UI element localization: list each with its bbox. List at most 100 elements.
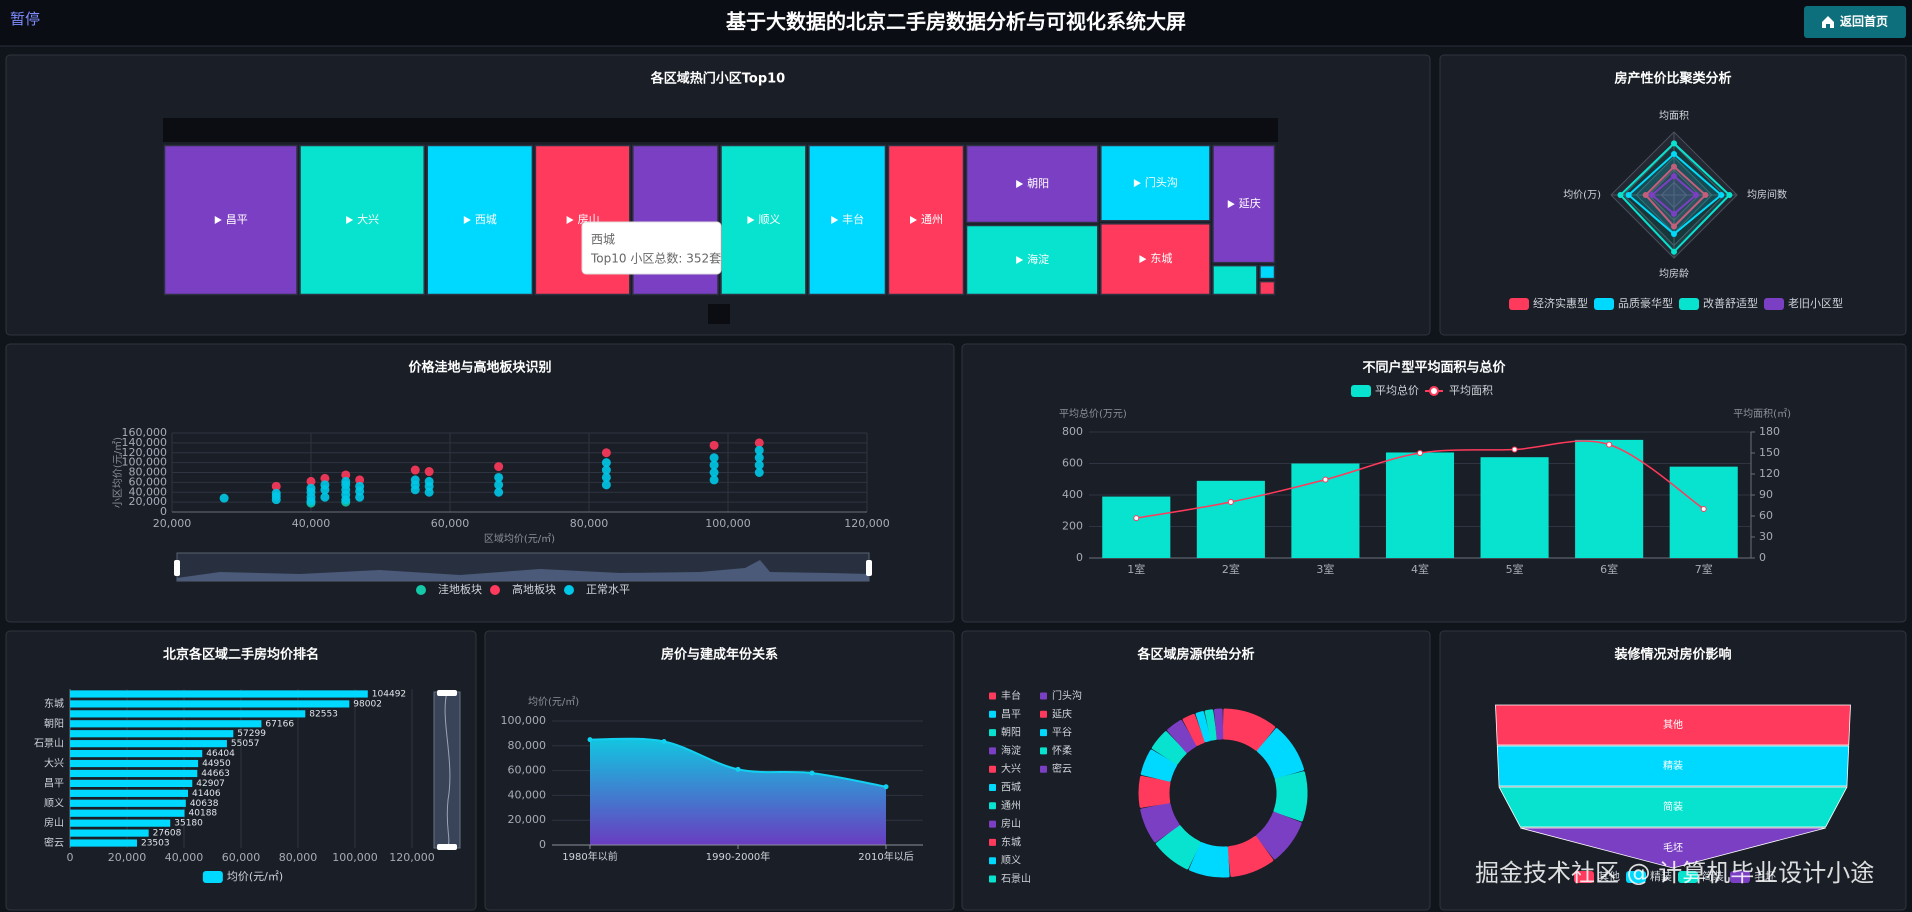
treemap-cell — [965, 144, 1099, 224]
donut-segment — [1167, 719, 1197, 753]
data-zoom-handle — [174, 560, 180, 576]
bar — [70, 700, 350, 708]
legend-symbol — [1351, 385, 1371, 397]
y-tick-label: 100,000 — [501, 714, 547, 727]
treemap-arrow — [831, 216, 839, 224]
x-tick-label: 6室 — [1600, 562, 1618, 576]
legend-label: 平均面积 — [1449, 384, 1493, 397]
legend-symbol — [1040, 692, 1047, 700]
x-tick-label: 120,000 — [389, 851, 435, 864]
treemap-cell — [1259, 264, 1276, 280]
treemap-label: 顺义 — [758, 213, 780, 226]
legend-symbol — [989, 784, 996, 791]
x-tick-label: 80,000 — [279, 851, 318, 864]
page-title: 基于大数据的北京二手房数据分析与可视化系统大屏 — [726, 10, 1186, 34]
legend-label: 丰台 — [1001, 689, 1021, 702]
funnel-layer — [1495, 704, 1851, 746]
legend-symbol — [989, 692, 996, 700]
pause-button[interactable]: 暂停 — [10, 10, 40, 28]
y-tick-label: 0 — [1076, 551, 1083, 564]
treemap-arrow — [909, 216, 917, 224]
scatter-point — [219, 493, 229, 503]
treemap-label: 东城 — [1150, 252, 1172, 265]
treemap-label: 通州 — [921, 213, 943, 226]
y2-tick-label: 150 — [1759, 446, 1780, 459]
scatter-point — [320, 473, 330, 483]
treemap-arrow — [1016, 256, 1024, 264]
x-tick-label: 1室 — [1127, 562, 1145, 576]
tooltip-title: 西城 — [591, 233, 615, 247]
radar-indicator: 均面积 — [1659, 110, 1689, 122]
legend-symbol — [989, 838, 996, 846]
breadcrumb — [708, 304, 730, 324]
legend-label: 毛坯 — [1754, 870, 1776, 883]
value-label: 67166 — [265, 719, 294, 729]
bar — [1196, 480, 1265, 558]
treemap-label: 丰台 — [842, 212, 864, 226]
value-label: 57299 — [237, 729, 266, 739]
bar — [70, 799, 186, 807]
home-button[interactable] — [1804, 6, 1906, 38]
funnel-label: 毛坯 — [1663, 842, 1683, 854]
y2-tick-label: 90 — [1759, 488, 1773, 501]
value-label: 44663 — [201, 769, 230, 779]
bar — [70, 759, 199, 768]
value-label: 40638 — [190, 799, 219, 809]
y2-tick-label: 30 — [1759, 530, 1773, 543]
chart-title: 各区域房源供给分析 — [1136, 647, 1254, 663]
y2-tick-label: 180 — [1759, 425, 1780, 438]
legend-symbol — [1730, 871, 1750, 883]
legend-symbol — [989, 820, 996, 828]
legend-symbol — [1509, 298, 1529, 310]
header-bar — [0, 0, 1912, 46]
donut-segment — [1227, 835, 1274, 878]
x-tick-label: 60,000 — [431, 517, 470, 530]
scatter-point — [341, 476, 351, 486]
legend-symbol — [564, 585, 574, 595]
legend-symbol — [989, 710, 996, 718]
treemap-label: 延庆 — [1239, 196, 1261, 210]
x-tick-label: 0 — [67, 851, 74, 864]
value-label: 41406 — [192, 789, 221, 799]
bar — [70, 690, 368, 698]
y-tick-label: 40,000 — [508, 788, 547, 801]
treemap-cell — [1212, 144, 1276, 264]
radar-point — [1726, 192, 1733, 198]
value-label: 104492 — [372, 689, 406, 699]
legend-label: 门头沟 — [1052, 689, 1082, 702]
tooltip — [581, 221, 722, 275]
scatter-point — [601, 480, 611, 490]
treemap-cell — [1259, 280, 1276, 296]
donut-segment — [1151, 731, 1187, 765]
treemap-label: 门头沟 — [1145, 175, 1178, 189]
legend-label: 怀柔 — [1052, 745, 1072, 757]
treemap-label: 昌平 — [226, 213, 248, 226]
treemap-cell — [426, 144, 534, 296]
legend-label: 东城 — [1001, 835, 1021, 848]
value-label: 44950 — [202, 759, 231, 769]
chart-title: 房产性价比聚类分析 — [1614, 71, 1731, 87]
radar-point — [1671, 140, 1677, 147]
donut-segment — [1182, 713, 1206, 746]
legend-label: 朝阳 — [1001, 727, 1021, 739]
treemap-label: 大兴 — [357, 212, 379, 226]
scatter-point — [494, 480, 504, 490]
scatter-point — [709, 453, 719, 463]
x-tick-label: 3室 — [1316, 562, 1334, 576]
y-tick-label: 大兴 — [44, 757, 64, 770]
value-label: 40188 — [189, 809, 218, 819]
data-zoom-handle — [437, 690, 457, 696]
y-tick-label: 房山 — [44, 816, 64, 829]
value-label: 35180 — [174, 819, 203, 829]
donut-segment — [1257, 728, 1304, 779]
y-axis-label: 小区均价(元/㎡) — [112, 437, 124, 508]
x-axis-label: 区域均价(元/㎡) — [484, 532, 555, 545]
line-point — [587, 737, 593, 743]
treemap-label: 海淀 — [1027, 252, 1049, 266]
x-tick-label: 20,000 — [108, 851, 147, 864]
data-zoom-handle — [437, 844, 457, 850]
watermark: 掘金技术社区 @ 计算机毕业设计小途 — [1475, 859, 1874, 887]
home-button-label[interactable]: 返回首页 — [1840, 14, 1888, 29]
legend-label: 简装 — [1702, 869, 1724, 883]
